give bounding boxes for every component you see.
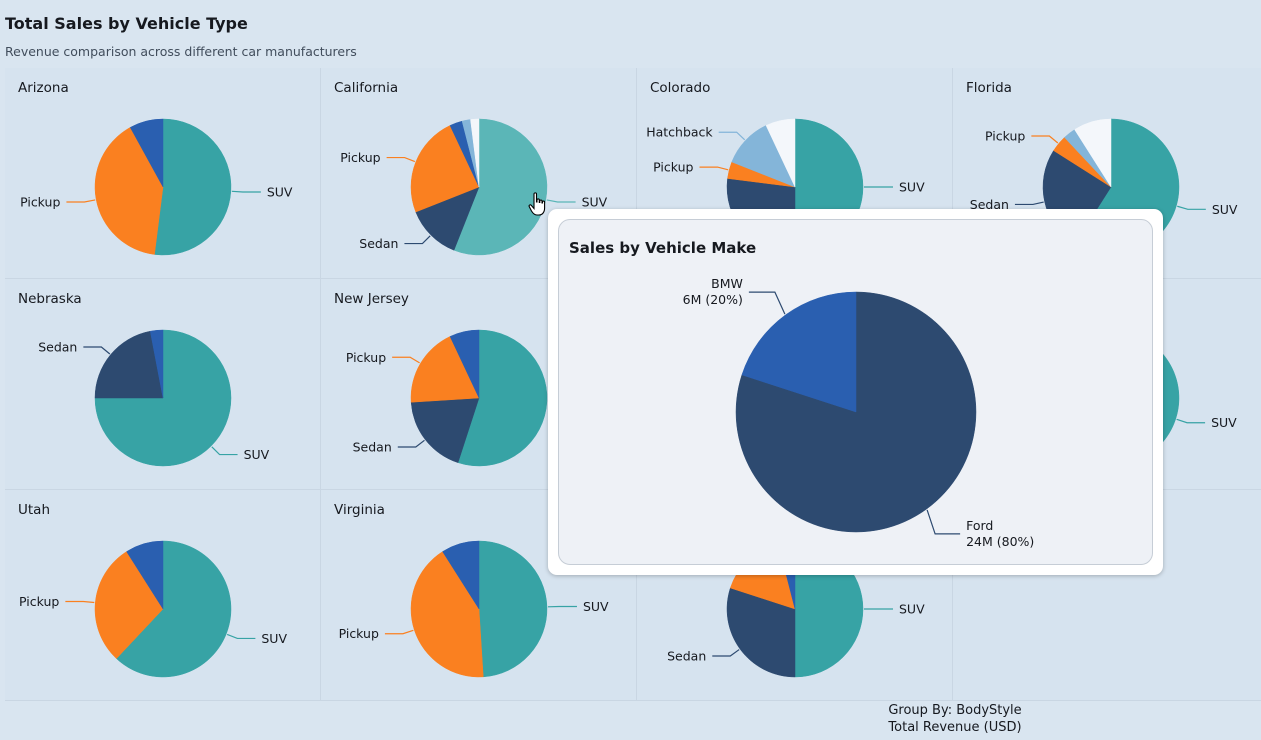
tooltip-label-ford: Ford bbox=[966, 518, 993, 533]
slice-label-sedan: Sedan bbox=[667, 649, 706, 664]
pie-1-slice-minor[interactable] bbox=[470, 118, 480, 188]
slice-label-sedan: Sedan bbox=[970, 197, 1009, 212]
pie-cell-title: Colorado bbox=[650, 80, 711, 96]
pie-5-slice-suv[interactable] bbox=[457, 329, 548, 467]
pie-cell-utah: Utah SUV Pickup bbox=[5, 490, 321, 701]
label-leader-pickup bbox=[1031, 135, 1059, 144]
tooltip-pie-slice-bmw[interactable] bbox=[741, 291, 857, 413]
pie-cell-title: Virginia bbox=[334, 502, 385, 518]
pie-9-slice-pickup[interactable] bbox=[410, 551, 484, 678]
pie-5-slice-other[interactable] bbox=[449, 329, 480, 399]
slice-label-suv: SUV bbox=[1211, 415, 1237, 430]
label-leader-pickup bbox=[386, 156, 416, 163]
pie-9-slice-suv[interactable] bbox=[478, 540, 548, 678]
label-leader-suv bbox=[546, 199, 576, 203]
pie-cell-title: Arizona bbox=[18, 80, 69, 96]
slice-label-suv: SUV bbox=[899, 602, 925, 617]
pie-cell-title: California bbox=[334, 80, 399, 96]
pie-4-slice-other[interactable] bbox=[149, 329, 164, 399]
pie-8-slice-other[interactable] bbox=[126, 540, 164, 610]
tooltip-label-bmw: BMW bbox=[711, 276, 743, 291]
pie-8-slice-suv[interactable] bbox=[116, 540, 232, 678]
slice-label-pickup: Pickup bbox=[653, 160, 693, 175]
pie-cell-title: New Jersey bbox=[334, 291, 409, 307]
label-leader-sedan bbox=[83, 346, 111, 355]
slice-label-sedan: Sedan bbox=[38, 340, 77, 355]
slice-label-suv: SUV bbox=[244, 447, 270, 462]
slice-label-sedan: Sedan bbox=[353, 440, 392, 455]
label-leader-sedan bbox=[397, 439, 425, 448]
pie-5-slice-sedan[interactable] bbox=[410, 397, 480, 463]
metric-label: Total Revenue (USD) bbox=[888, 720, 1022, 735]
slice-label-hatchback: Hatchback bbox=[646, 125, 713, 140]
pie-0-slice-other[interactable] bbox=[129, 118, 164, 188]
tooltip-value-bmw: 6M (20%) bbox=[683, 292, 743, 307]
label-leader-sedan bbox=[712, 649, 740, 657]
label-leader-pickup bbox=[384, 629, 414, 635]
pie-chart: SUV Pickup bbox=[339, 540, 609, 678]
slice-label-suv: SUV bbox=[582, 194, 608, 209]
label-leader-sedan bbox=[404, 235, 431, 245]
chart-title: Total Sales by Vehicle Type bbox=[5, 14, 248, 33]
pie-10-slice-sedan[interactable] bbox=[726, 587, 796, 678]
pie-1-slice-pickup[interactable] bbox=[410, 125, 480, 213]
chart-subtitle: Revenue comparison across different car … bbox=[5, 44, 357, 59]
slice-label-suv: SUV bbox=[583, 599, 609, 614]
tooltip-value-ford: 24M (80%) bbox=[966, 534, 1034, 549]
pie-cell-title: Nebraska bbox=[18, 291, 82, 307]
pie-chart: Sedan Pickup bbox=[346, 329, 548, 467]
pie-cell-arizona: Arizona SUV Pickup bbox=[5, 68, 321, 279]
pie-0-slice-suv[interactable] bbox=[154, 118, 232, 256]
label-leader-hatchback bbox=[718, 131, 746, 141]
label-leader-suv bbox=[211, 446, 238, 456]
drilldown-tooltip: Sales by Vehicle Make Ford 24M (80%) BMW 6M… bbox=[548, 209, 1163, 575]
tooltip-leader-bmw bbox=[748, 291, 786, 315]
pie-9-slice-other[interactable] bbox=[442, 540, 480, 610]
pie-5-slice-pickup[interactable] bbox=[410, 336, 480, 403]
slice-label-pickup: Pickup bbox=[20, 194, 60, 209]
pie-cell-title: Florida bbox=[966, 80, 1012, 96]
label-leader-suv bbox=[226, 633, 256, 640]
pie-chart: SUV Pickup bbox=[20, 118, 293, 256]
pie-cell-nebraska: Nebraska SUV Sedan bbox=[5, 279, 321, 490]
pie-2-slice-minor[interactable] bbox=[765, 118, 796, 188]
hand-cursor-icon bbox=[528, 192, 546, 216]
label-leader-pickup bbox=[392, 356, 420, 364]
slice-label-pickup: Pickup bbox=[346, 350, 386, 365]
pie-0-slice-pickup[interactable] bbox=[94, 127, 164, 255]
label-leader-pickup bbox=[699, 166, 729, 171]
label-leader-pickup bbox=[65, 600, 95, 604]
pie-1-slice-sedan[interactable] bbox=[415, 186, 480, 251]
pie-1-slice-suv[interactable] bbox=[453, 118, 548, 256]
slice-label-suv: SUV bbox=[899, 180, 925, 195]
pie-chart: SUV Pickup bbox=[19, 540, 287, 678]
slice-label-sedan: Sedan bbox=[359, 236, 398, 251]
slice-label-pickup: Pickup bbox=[19, 594, 59, 609]
label-leader-suv bbox=[1176, 418, 1206, 424]
tooltip-leader-ford bbox=[926, 509, 961, 535]
label-leader-suv bbox=[231, 190, 261, 193]
slice-label-pickup: Pickup bbox=[340, 150, 380, 165]
pie-cell-virginia: Virginia SUV Pickup bbox=[321, 490, 637, 701]
pie-chart: SUV Sedan Pickup bbox=[340, 118, 608, 256]
pie-4-slice-suv[interactable] bbox=[94, 329, 232, 467]
slice-label-suv: SUV bbox=[267, 185, 293, 200]
pie-chart: SUV Sedan bbox=[38, 329, 270, 467]
label-leader-pickup bbox=[66, 199, 96, 203]
pie-chart: SUV Sedan bbox=[667, 540, 925, 678]
pie-cell-title: Utah bbox=[18, 502, 51, 518]
chart-footer: Group By: BodyStyle Total Revenue (USD) bbox=[870, 702, 1040, 736]
slice-label-suv: SUV bbox=[1212, 202, 1238, 217]
label-leader-sedan bbox=[1014, 201, 1044, 206]
pie-8-slice-pickup[interactable] bbox=[94, 551, 164, 659]
label-leader-suv bbox=[1177, 205, 1206, 210]
group-by-label: Group By: BodyStyle bbox=[888, 703, 1022, 718]
pie-4-slice-sedan[interactable] bbox=[94, 330, 164, 399]
pie-3-slice-minor[interactable] bbox=[1074, 118, 1112, 188]
slice-label-pickup: Pickup bbox=[985, 129, 1025, 144]
tooltip-title: Sales by Vehicle Make bbox=[569, 239, 757, 257]
slice-label-pickup: Pickup bbox=[339, 626, 379, 641]
slice-label-suv: SUV bbox=[261, 631, 287, 646]
